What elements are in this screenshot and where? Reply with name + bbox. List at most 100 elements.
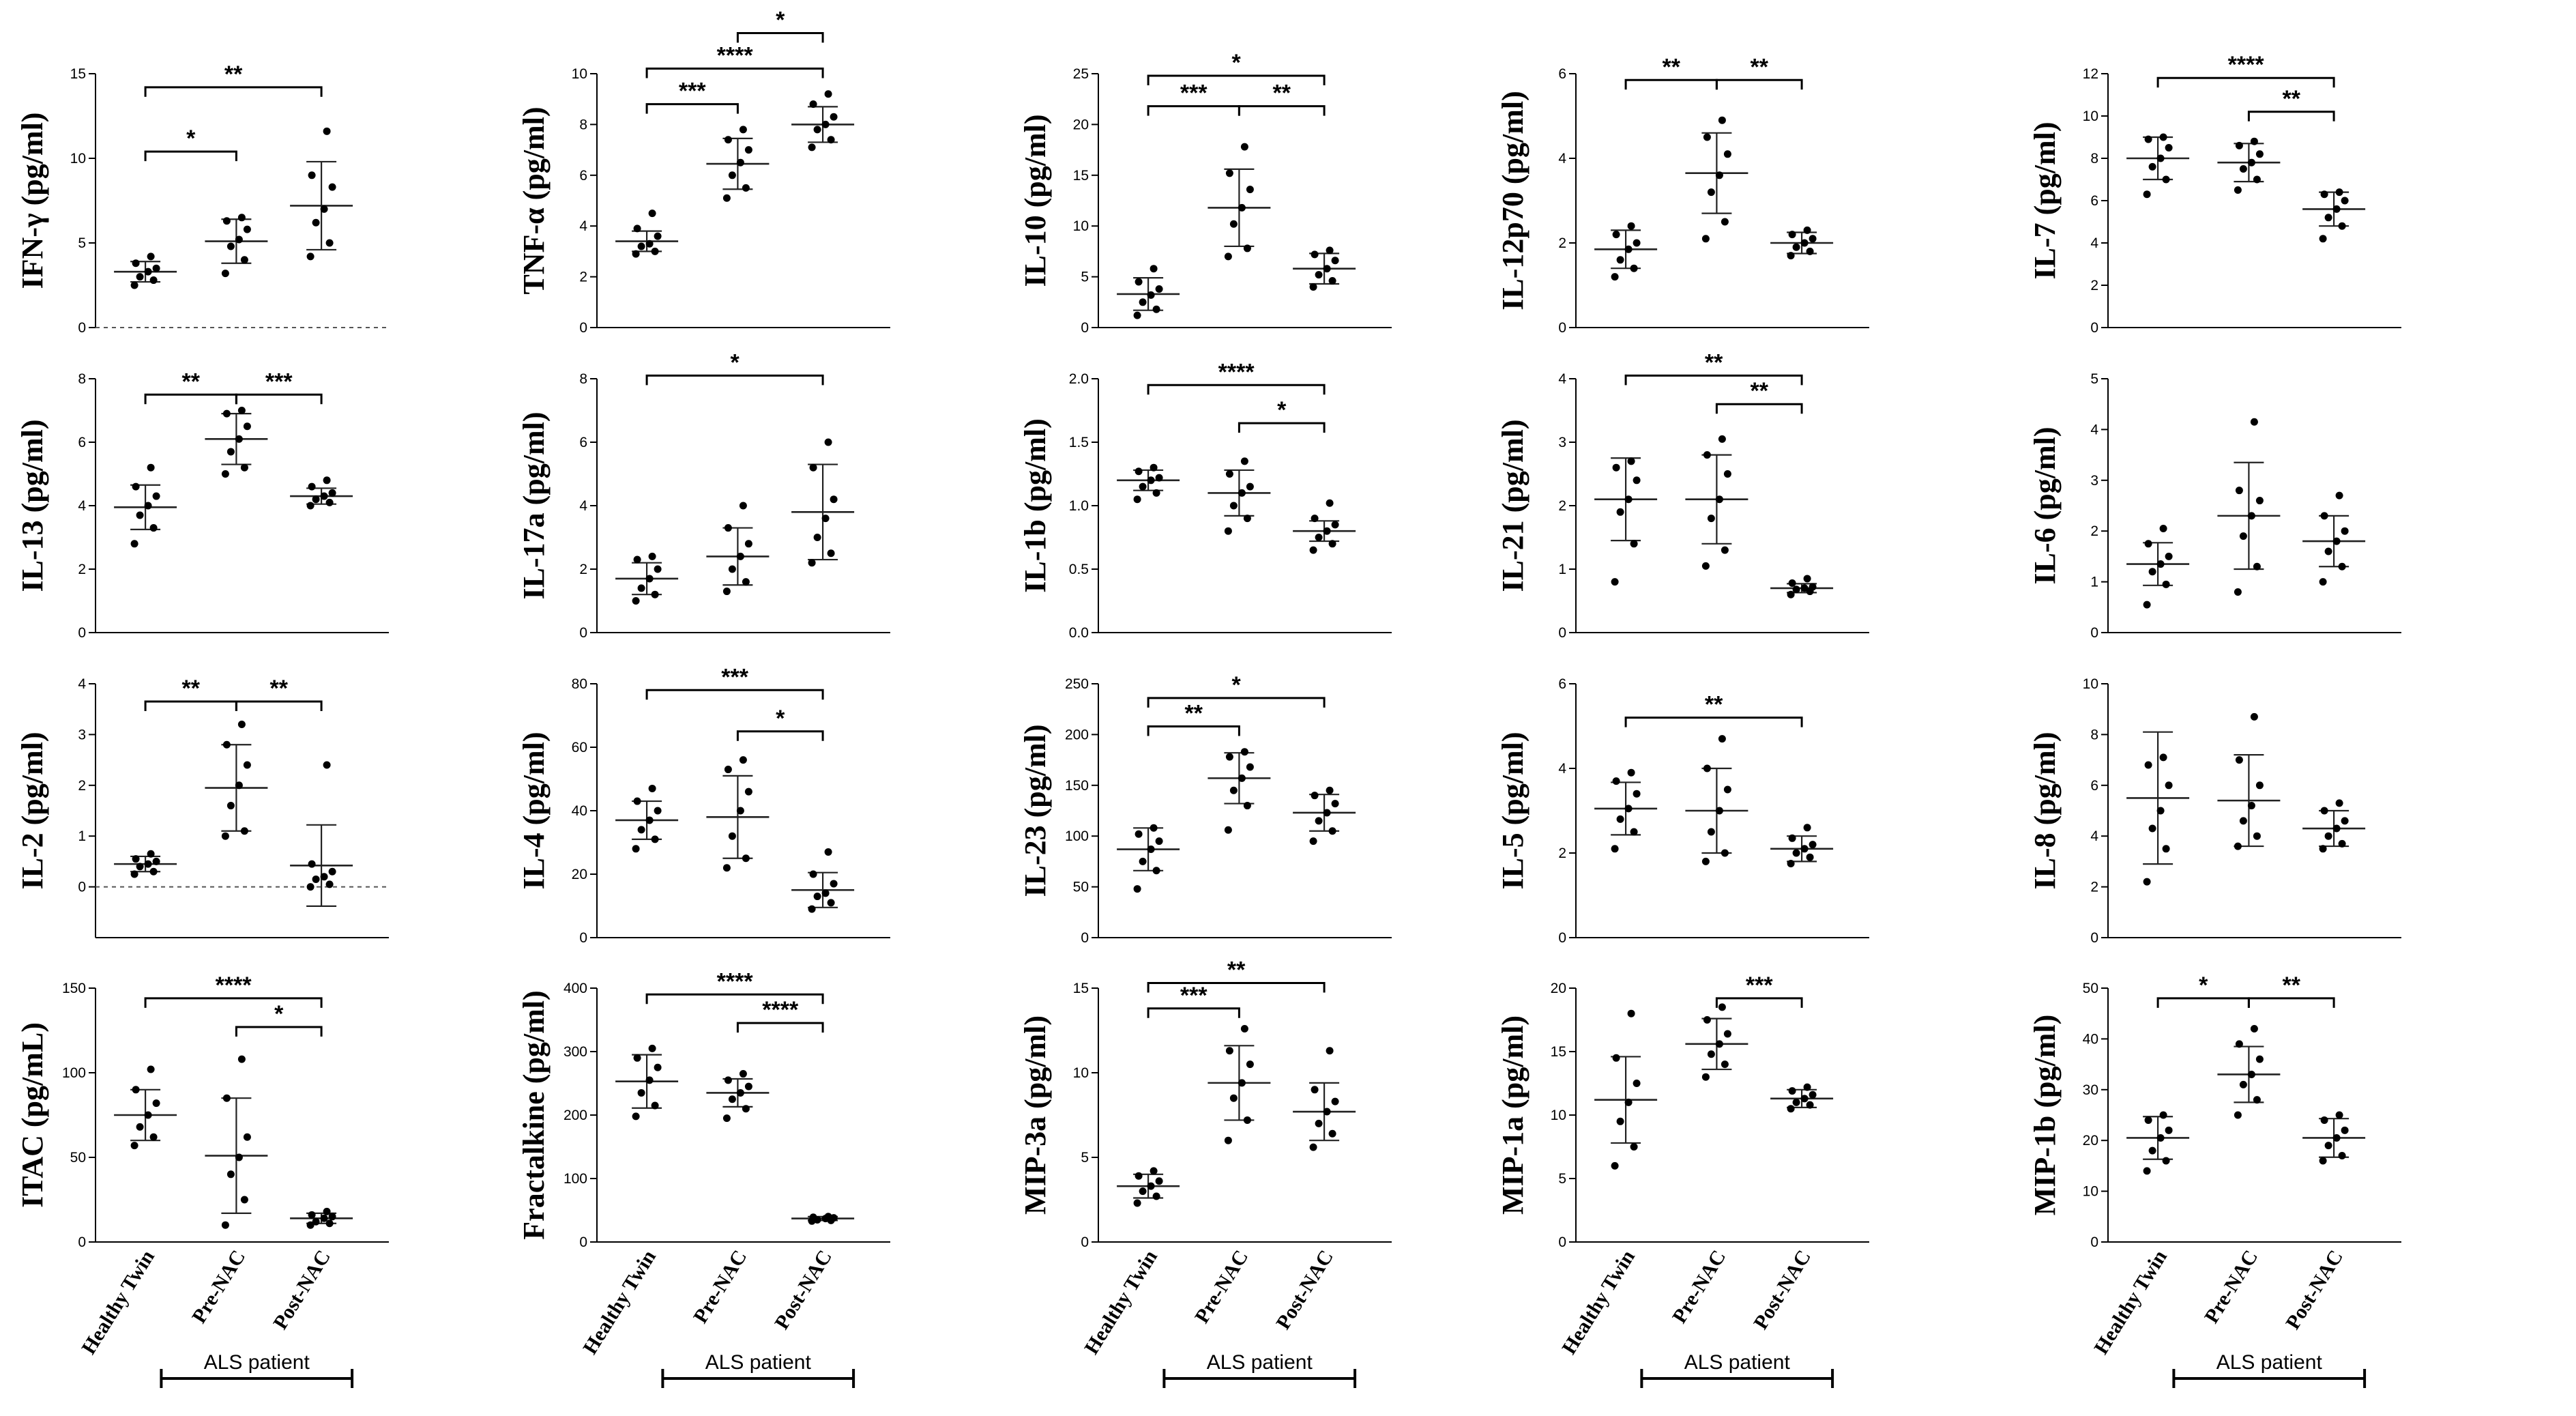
data-point (742, 1105, 750, 1113)
data-point (136, 511, 144, 519)
data-point (1315, 1119, 1323, 1127)
data-point (648, 1044, 656, 1052)
data-point (813, 126, 821, 134)
data-point (235, 435, 243, 443)
data-point (2338, 222, 2346, 230)
category-label: Healthy Twin (2090, 1246, 2171, 1359)
significance-label: **** (216, 972, 252, 998)
data-point (2144, 761, 2152, 769)
data-point (2148, 568, 2156, 576)
y-tick-label: 1 (1558, 562, 1566, 577)
y-tick-label: 0 (2090, 320, 2098, 336)
y-axis-label: IL-13 (pg/ml) (16, 420, 49, 592)
data-point (1246, 1060, 1254, 1069)
data-point (1152, 1192, 1160, 1200)
data-point (1133, 1199, 1141, 1207)
panel-10: 0 1 2 3 4 IL-2 (pg/ml) ** ** (16, 676, 389, 938)
significance-label: ** (1227, 957, 1246, 983)
data-point (645, 575, 654, 583)
y-tick-label: 6 (1558, 676, 1566, 692)
data-point (1721, 546, 1729, 554)
data-point (1703, 764, 1711, 772)
data-point (1328, 827, 1336, 835)
data-point (312, 495, 320, 504)
y-tick-label: 4 (579, 498, 587, 514)
data-point (744, 1082, 752, 1090)
significance-bracket (645, 993, 824, 1005)
y-tick-label: 4 (1558, 761, 1566, 777)
data-point (2144, 135, 2152, 143)
data-point (323, 127, 331, 135)
data-point (821, 515, 830, 523)
data-point (306, 502, 314, 510)
data-point (308, 482, 316, 491)
y-axis-label: IL-6 (pg/ml) (2028, 427, 2062, 585)
data-point (240, 1196, 248, 1204)
data-point (240, 463, 248, 472)
data-point (222, 1094, 231, 1102)
data-point (1150, 265, 1158, 273)
significance-bracket (736, 730, 824, 741)
data-point (1331, 257, 1339, 265)
y-axis-label: IL-21 (pg/ml) (1496, 420, 1530, 592)
data-point (1323, 1108, 1331, 1116)
data-point (654, 565, 662, 573)
significance-bracket (2156, 76, 2335, 88)
data-point (2319, 235, 2327, 243)
significance-label: ** (1185, 700, 1203, 726)
y-tick-label: 4 (2090, 235, 2098, 251)
data-point (2239, 1080, 2247, 1088)
y-tick-label: 0 (1558, 930, 1566, 946)
y-tick-label: 4 (78, 676, 86, 692)
y-tick-label: 4 (78, 498, 86, 514)
data-point (1627, 1009, 1635, 1017)
y-tick-label: 40 (572, 803, 587, 819)
data-point (2332, 537, 2341, 545)
y-tick-label: 0 (579, 320, 587, 336)
data-point (2165, 552, 2173, 560)
y-tick-label: 2 (2090, 880, 2098, 895)
data-point (2159, 753, 2167, 762)
data-point (328, 1213, 336, 1221)
significance-label: *** (679, 78, 706, 104)
data-point (235, 235, 243, 244)
significance-label: * (776, 706, 785, 732)
y-tick-label: 5 (1081, 1150, 1089, 1166)
data-point (1803, 824, 1811, 832)
data-point (1723, 1030, 1731, 1038)
significance-bracket (2247, 997, 2335, 1008)
data-point (2162, 1157, 2170, 1165)
data-point (1800, 239, 1809, 247)
data-point (1707, 1050, 1715, 1058)
data-point (2239, 165, 2247, 173)
data-point (1701, 857, 1710, 865)
data-point (243, 225, 251, 233)
y-tick-label: 100 (564, 1171, 587, 1187)
data-point (243, 1133, 251, 1141)
y-tick-label: 1.0 (1069, 498, 1089, 514)
significance-bracket (1238, 422, 1326, 433)
data-point (132, 1086, 140, 1094)
y-tick-label: 3 (78, 727, 86, 742)
data-point (308, 171, 316, 179)
data-point (1150, 824, 1158, 832)
data-point (1331, 521, 1339, 529)
y-axis-label: IL-8 (pg/ml) (2028, 732, 2062, 890)
significance-bracket (645, 68, 824, 78)
data-point (312, 1217, 320, 1226)
y-tick-label: 0 (579, 625, 587, 641)
data-point (728, 832, 736, 840)
data-point (1787, 860, 1795, 867)
data-point (1135, 467, 1143, 476)
significance-label: **** (717, 968, 754, 994)
data-point (742, 184, 750, 192)
data-point (2324, 832, 2332, 840)
panel-6: 0 2 4 6 8 IL-17a (pg/ml) * (517, 349, 890, 641)
significance-bracket (235, 700, 323, 712)
data-point (2319, 1157, 2327, 1165)
y-tick-label: 200 (564, 1108, 587, 1123)
data-point (648, 552, 656, 560)
y-tick-label: 0.5 (1069, 562, 1089, 577)
data-point (132, 855, 140, 863)
data-point (637, 242, 645, 250)
